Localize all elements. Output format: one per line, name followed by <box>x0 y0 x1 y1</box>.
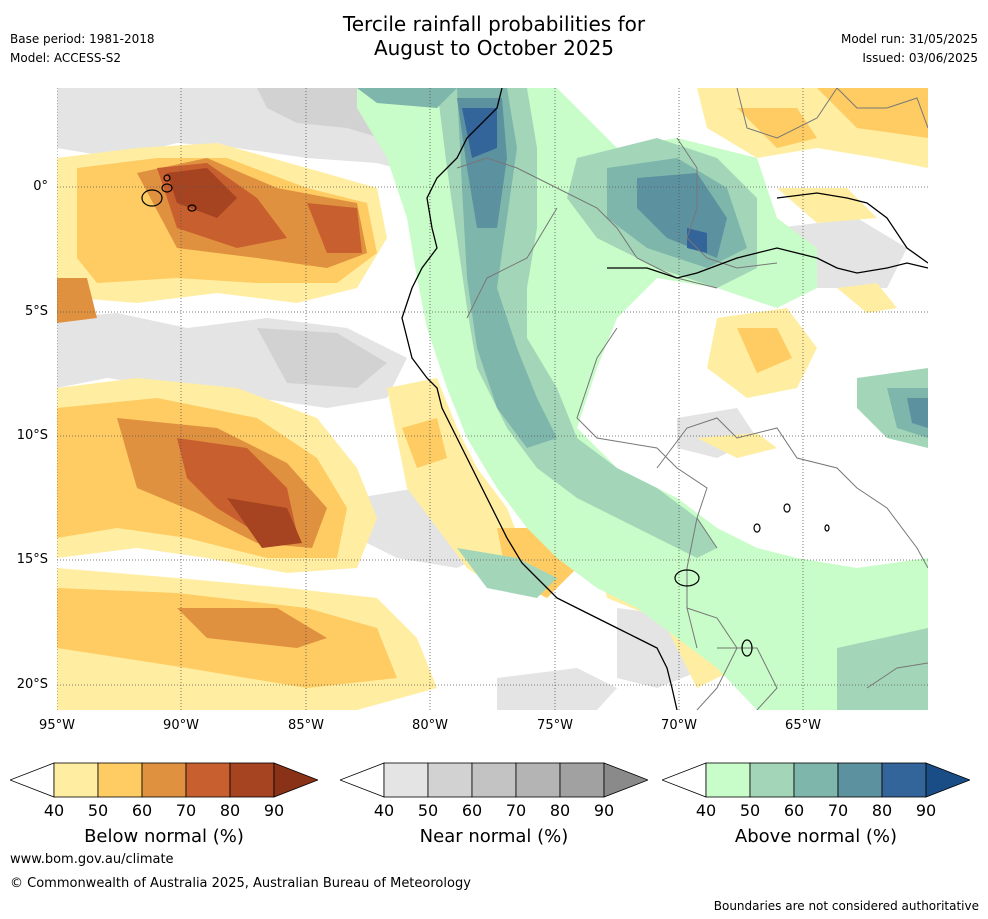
title-line-1: Tercile rainfall probabilities for <box>342 12 646 36</box>
tick-near-40: 40 <box>373 801 395 820</box>
above-colorbar-cell <box>881 762 927 798</box>
lon-label-90w: 90°W <box>163 718 199 733</box>
tick-above-80: 80 <box>871 801 893 820</box>
colorbar-title-near: Near normal (%) <box>419 826 569 847</box>
tick-below-40: 40 <box>43 801 65 820</box>
below-colorbar-over <box>273 762 318 798</box>
above-normal-regions <box>357 88 928 710</box>
above-colorbar-over <box>925 762 970 798</box>
tick-below-90: 90 <box>263 801 285 820</box>
country-boundaries <box>456 88 928 710</box>
near-colorbar-cell <box>383 762 429 798</box>
lon-label-95w: 95°W <box>39 718 75 733</box>
above-colorbar-cell <box>749 762 795 798</box>
graticule <box>57 88 928 710</box>
colorbar-near-normal <box>340 762 648 798</box>
tick-above-50: 50 <box>739 801 761 820</box>
above-colorbar-cell <box>837 762 883 798</box>
tick-above-90: 90 <box>915 801 937 820</box>
lat-label-20s: 20°S <box>16 677 48 692</box>
model-run: Model run: 31/05/2025 <box>840 32 978 46</box>
near-colorbar-cell <box>515 762 561 798</box>
tick-below-60: 60 <box>131 801 153 820</box>
lat-label-5s: 5°S <box>24 304 48 319</box>
copyright-text: © Commonwealth of Australia 2025, Austra… <box>10 876 471 891</box>
lon-label-80w: 80°W <box>412 718 448 733</box>
map-title: Tercile rainfall probabilities for Augus… <box>0 12 988 60</box>
title-line-2: August to October 2025 <box>373 36 615 60</box>
tick-near-70: 70 <box>505 801 527 820</box>
near-colorbar-under <box>340 762 385 798</box>
boundaries-disclaimer: Boundaries are not considered authoritat… <box>713 899 979 913</box>
issued-date: Issued: 03/06/2025 <box>862 51 978 65</box>
lon-label-85w: 85°W <box>288 718 324 733</box>
colorbar-below-normal <box>10 762 318 798</box>
above-colorbar-under <box>662 762 707 798</box>
model-name: Model: ACCESS-S2 <box>10 51 122 65</box>
tick-near-80: 80 <box>549 801 571 820</box>
tick-above-60: 60 <box>783 801 805 820</box>
probability-map <box>57 88 928 710</box>
tick-below-50: 50 <box>87 801 109 820</box>
below-colorbar-cell <box>97 762 143 798</box>
below-colorbar-cell <box>185 762 231 798</box>
near-colorbar-cell <box>471 762 517 798</box>
near-colorbar-cell <box>559 762 605 798</box>
below-colorbar-cell <box>229 762 275 798</box>
islands-lakes <box>141 174 830 657</box>
below-colorbar-cell <box>141 762 187 798</box>
near-colorbar-over <box>603 762 648 798</box>
below-normal-regions <box>57 88 928 710</box>
below-colorbar-cell <box>53 762 99 798</box>
base-period: Base period: 1981-2018 <box>10 32 155 46</box>
above-colorbar-cell <box>793 762 839 798</box>
lon-label-75w: 75°W <box>537 718 573 733</box>
lat-label-15s: 15°S <box>16 552 48 567</box>
tick-below-80: 80 <box>219 801 241 820</box>
tick-near-50: 50 <box>417 801 439 820</box>
website-link[interactable]: www.bom.gov.au/climate <box>10 852 174 867</box>
lat-label-0: 0° <box>33 179 48 194</box>
colorbar-above-normal <box>662 762 970 798</box>
tick-below-70: 70 <box>175 801 197 820</box>
lon-label-65w: 65°W <box>785 718 821 733</box>
coastline <box>401 88 928 710</box>
below-colorbar-under <box>10 762 55 798</box>
colorbar-title-below: Below normal (%) <box>84 826 244 847</box>
lat-label-10s: 10°S <box>16 428 48 443</box>
tick-above-70: 70 <box>827 801 849 820</box>
tick-near-60: 60 <box>461 801 483 820</box>
tick-above-40: 40 <box>695 801 717 820</box>
colorbar-title-above: Above normal (%) <box>734 826 898 847</box>
above-colorbar-cell <box>705 762 751 798</box>
near-colorbar-cell <box>427 762 473 798</box>
tick-near-90: 90 <box>593 801 615 820</box>
lon-label-70w: 70°W <box>661 718 697 733</box>
